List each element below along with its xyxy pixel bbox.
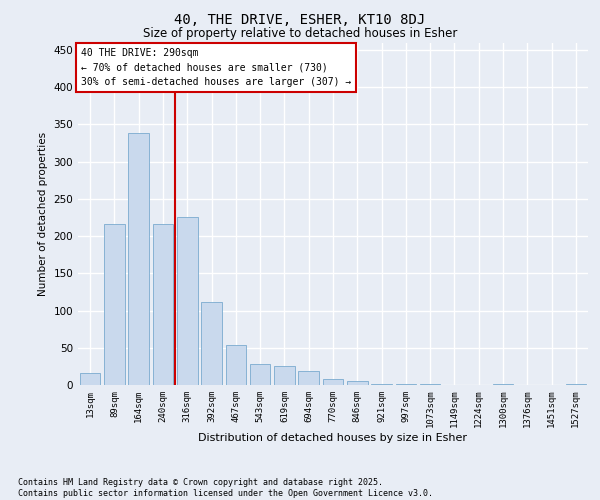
Bar — [128, 134, 149, 385]
Bar — [371, 384, 392, 385]
X-axis label: Distribution of detached houses by size in Esher: Distribution of detached houses by size … — [199, 433, 467, 443]
Bar — [347, 382, 368, 385]
Bar — [201, 302, 222, 385]
Text: 40, THE DRIVE, ESHER, KT10 8DJ: 40, THE DRIVE, ESHER, KT10 8DJ — [175, 12, 425, 26]
Bar — [420, 384, 440, 385]
Bar — [566, 384, 586, 385]
Bar — [177, 218, 197, 385]
Bar — [298, 371, 319, 385]
Bar — [274, 366, 295, 385]
Y-axis label: Number of detached properties: Number of detached properties — [38, 132, 48, 296]
Bar — [152, 224, 173, 385]
Bar — [395, 384, 416, 385]
Bar — [250, 364, 271, 385]
Bar — [323, 379, 343, 385]
Text: 40 THE DRIVE: 290sqm
← 70% of detached houses are smaller (730)
30% of semi-deta: 40 THE DRIVE: 290sqm ← 70% of detached h… — [80, 48, 351, 87]
Text: Size of property relative to detached houses in Esher: Size of property relative to detached ho… — [143, 28, 457, 40]
Bar — [80, 373, 100, 385]
Bar — [226, 345, 246, 385]
Bar — [104, 224, 125, 385]
Text: Contains HM Land Registry data © Crown copyright and database right 2025.
Contai: Contains HM Land Registry data © Crown c… — [18, 478, 433, 498]
Bar — [493, 384, 514, 385]
